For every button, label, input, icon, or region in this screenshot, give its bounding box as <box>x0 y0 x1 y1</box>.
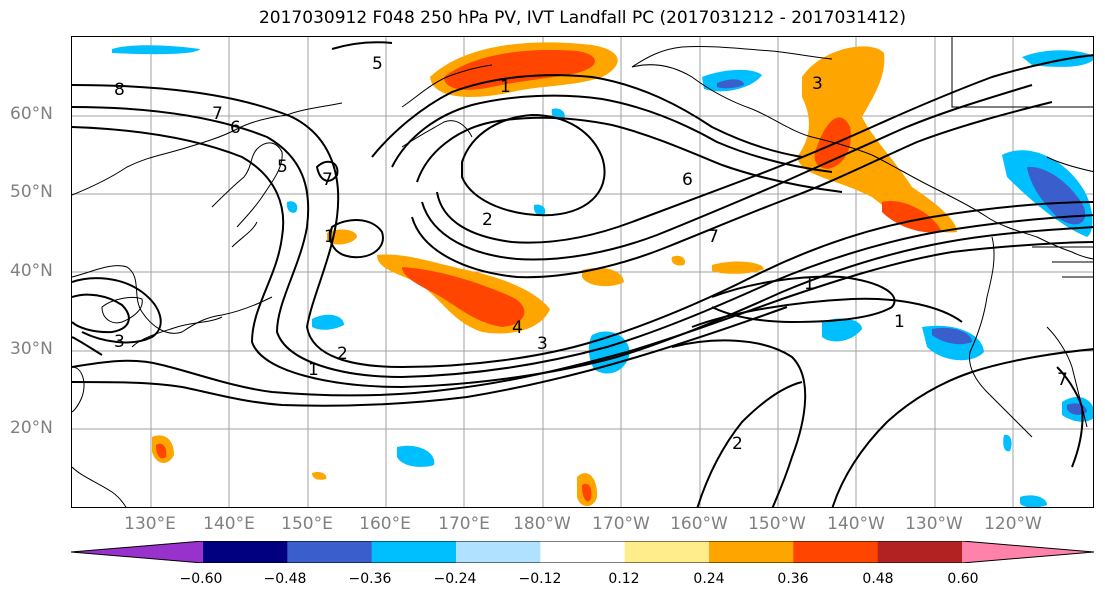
contour-label: 2 <box>482 210 493 230</box>
contour-label: 3 <box>114 332 125 352</box>
colorbar-cell <box>71 541 203 563</box>
contour-label: 8 <box>114 80 125 100</box>
colorbar-cell <box>709 541 794 563</box>
contour-label: 7 <box>322 170 333 190</box>
contour-label: 1 <box>308 360 319 380</box>
colorbar-tick: −0.36 <box>348 571 392 587</box>
contour-label: 6 <box>230 118 241 138</box>
contour-label: 1 <box>500 77 511 97</box>
colorbar <box>71 541 1094 563</box>
colorbar-tick: 0.12 <box>608 571 640 587</box>
colorbar-cell <box>287 541 373 563</box>
contour-label: 6 <box>682 170 693 190</box>
lon-label: 140°E <box>203 514 255 534</box>
contour-label: 2 <box>732 434 743 454</box>
lon-label: 160°W <box>670 514 728 534</box>
lon-label: 150°E <box>281 514 333 534</box>
colorbar-tick: 0.24 <box>693 571 725 587</box>
colorbar-cell <box>624 541 710 563</box>
contour-label: 3 <box>537 334 548 354</box>
contour-label: 2 <box>337 344 348 364</box>
colorbar-tick: 0.36 <box>777 571 809 587</box>
colorbar-tick: 0.60 <box>947 571 979 587</box>
colorbar-cell <box>540 541 626 563</box>
lon-label: 170°W <box>592 514 650 534</box>
colorbar-cell <box>793 541 879 563</box>
colorbar-cells <box>71 541 1094 563</box>
lon-label: 140°W <box>827 514 885 534</box>
lon-label: 130°E <box>124 514 176 534</box>
colorbar-tick: −0.12 <box>518 571 562 587</box>
pv-contours <box>72 41 1093 507</box>
contour-label: 1 <box>804 274 815 294</box>
contour-label: 4 <box>512 318 523 338</box>
lat-label: 50°N <box>10 182 53 202</box>
colorbar-cell <box>962 541 1094 563</box>
ivt-negative-shading <box>112 45 1093 507</box>
contour-label: 1 <box>324 227 335 247</box>
lat-label: 30°N <box>10 339 53 359</box>
lon-label: 120°W <box>984 514 1042 534</box>
map-title: 2017030912 F048 250 hPa PV, IVT Landfall… <box>258 8 906 28</box>
contour-label: 3 <box>812 74 823 94</box>
colorbar-tick: −0.48 <box>263 571 307 587</box>
lon-label: 180°W <box>513 514 571 534</box>
contour-label: 7 <box>1057 370 1068 390</box>
contour-label: 1 <box>894 312 905 332</box>
contour-labels: 8 5 7 6 5 7 2 1 3 6 7 1 1 2 3 4 3 1 2 1 … <box>114 54 1068 454</box>
map-canvas: 8 5 7 6 5 7 2 1 3 6 7 1 1 2 3 4 3 1 2 1 … <box>72 37 1093 507</box>
contour-label: 5 <box>277 157 288 177</box>
lon-label: 150°W <box>748 514 806 534</box>
lon-label: 130°W <box>905 514 963 534</box>
map-panel: 8 5 7 6 5 7 2 1 3 6 7 1 1 2 3 4 3 1 2 1 … <box>71 36 1094 508</box>
lat-label: 60°N <box>10 104 53 124</box>
lon-label: 160°E <box>359 514 411 534</box>
lat-label: 40°N <box>10 261 53 281</box>
contour-label: 5 <box>372 54 383 74</box>
colorbar-cell <box>371 541 457 563</box>
lon-label: 170°E <box>438 514 490 534</box>
contour-label: 7 <box>708 227 719 247</box>
lat-label: 20°N <box>10 418 53 438</box>
colorbar-cell <box>877 541 963 563</box>
colorbar-tick: −0.24 <box>433 571 477 587</box>
colorbar-tick: −0.60 <box>179 571 223 587</box>
colorbar-cell <box>203 541 288 563</box>
contour-label: 7 <box>212 104 223 124</box>
colorbar-cell <box>456 541 541 563</box>
colorbar-tick: 0.48 <box>862 571 894 587</box>
